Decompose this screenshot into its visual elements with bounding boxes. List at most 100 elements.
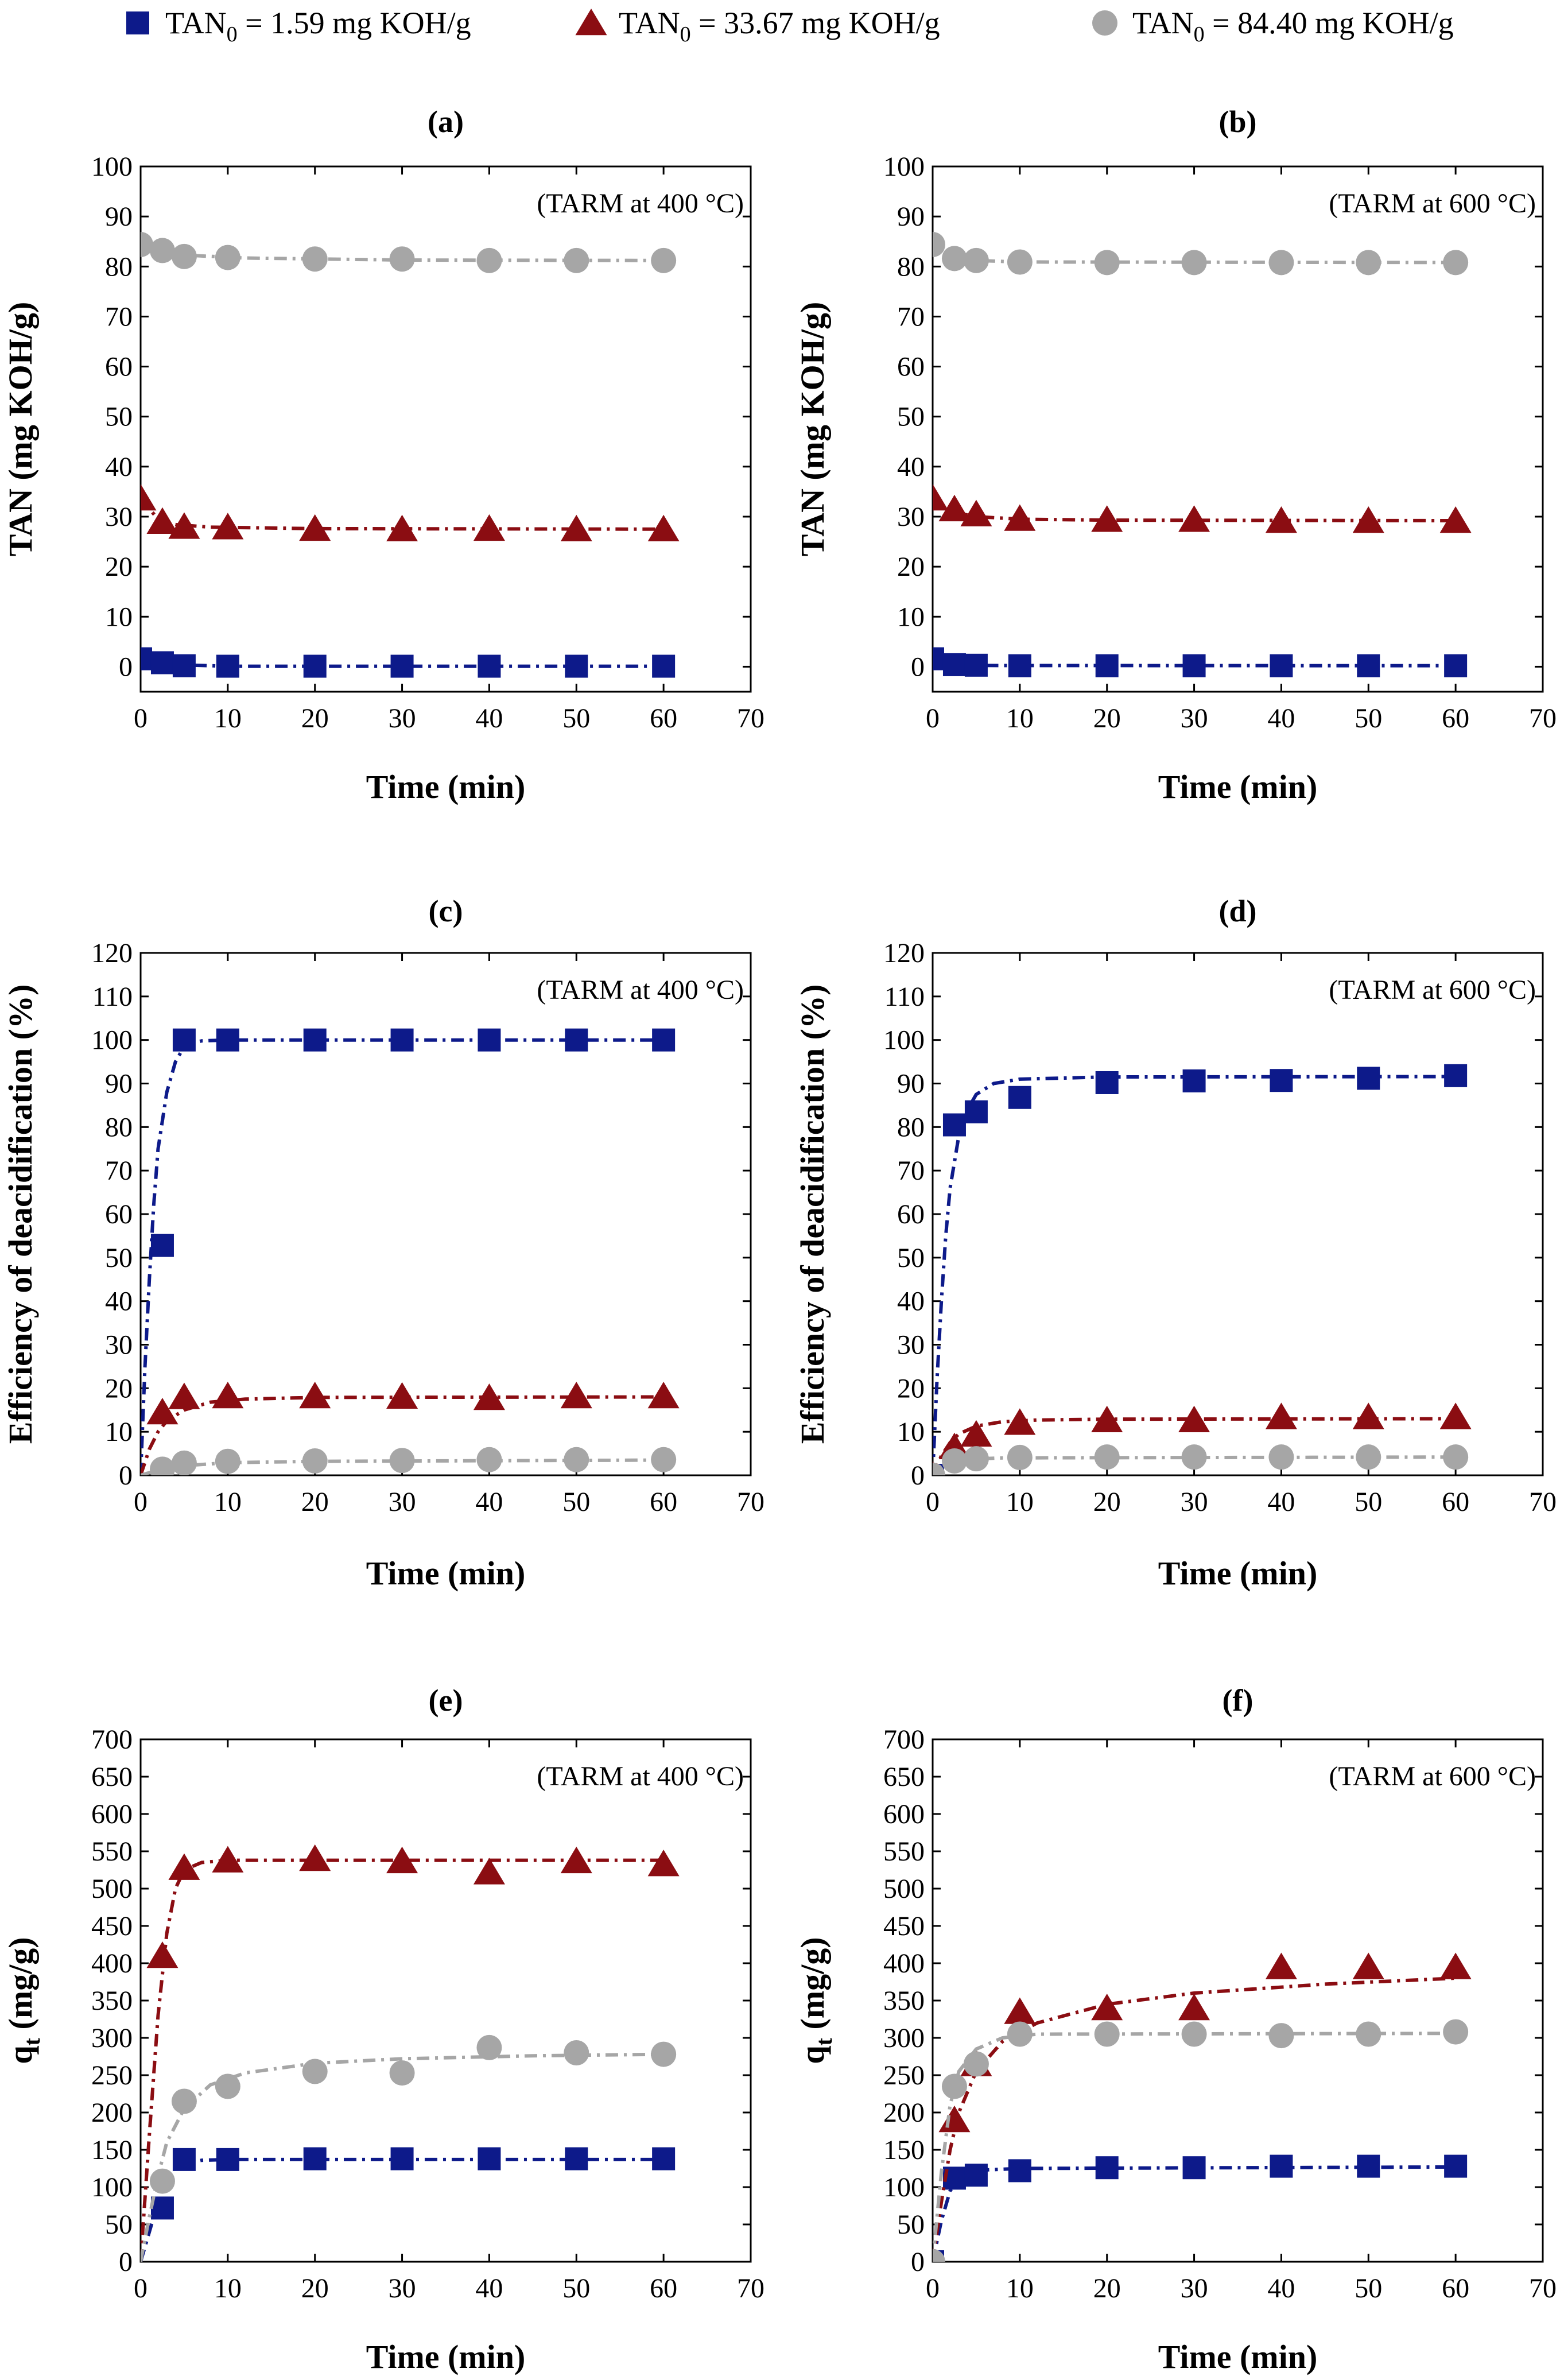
- x-tick-label: 40: [1267, 2273, 1295, 2304]
- x-tick-label: 50: [562, 1487, 590, 1517]
- data-point-triangle: [938, 2106, 971, 2133]
- data-point-triangle: [1352, 1952, 1384, 1979]
- data-point-circle: [564, 247, 589, 273]
- legend-circle-marker: [1092, 10, 1117, 36]
- y-tick-label: 10: [105, 602, 133, 632]
- y-tick-label: 450: [91, 1911, 133, 1941]
- y-tick-label: 30: [897, 502, 925, 532]
- data-point-circle: [1443, 250, 1469, 276]
- legend-label-subscript: 0: [1194, 22, 1205, 46]
- x-axis: 0 10 20 30 40 50 60 70: [134, 1739, 764, 2304]
- y-tick-label: 80: [897, 251, 925, 282]
- data-point-circle: [302, 2059, 328, 2084]
- data-point-square: [933, 647, 944, 670]
- data-point-circle: [476, 2034, 502, 2060]
- data-point-circle: [1007, 249, 1033, 275]
- data-point-triangle: [212, 1846, 244, 1873]
- y-axis: 0 50 100 150 200 250 300 350 400 450 500 550 600 650 7…: [883, 1724, 1543, 2277]
- data-point-circle: [302, 1448, 328, 1474]
- data-point-circle: [963, 247, 989, 273]
- data-point-circle: [1094, 250, 1120, 276]
- data-point-circle: [1268, 2023, 1294, 2049]
- data-point-square: [478, 2147, 501, 2170]
- y-tick-label: 10: [897, 1417, 925, 1447]
- data-point-square: [390, 2147, 414, 2170]
- data-point-circle: [651, 247, 677, 273]
- y-tick-label: 80: [105, 251, 133, 282]
- data-point-square: [964, 1100, 988, 1123]
- data-point-triangle: [1439, 506, 1472, 533]
- series-circle: [933, 2019, 1469, 2262]
- y-tick-label: 50: [897, 402, 925, 432]
- data-point-circle: [1443, 1444, 1469, 1470]
- x-tick-label: 40: [475, 2273, 503, 2304]
- series-triangle: [141, 1844, 680, 2262]
- y-tick-label: 120: [91, 938, 133, 968]
- x-tick-label: 50: [562, 703, 590, 734]
- data-point-circle: [963, 2051, 989, 2077]
- data-point-circle: [1181, 250, 1207, 276]
- data-point-square: [1357, 654, 1380, 677]
- y-tick-label: 0: [911, 1460, 925, 1491]
- plot-frame: [932, 952, 1544, 1476]
- data-point-triangle: [960, 1420, 992, 1447]
- data-point-circle: [1007, 2021, 1033, 2047]
- panel-label: (a): [428, 104, 464, 139]
- x-tick-label: 70: [1529, 2273, 1557, 2304]
- series-circle: [141, 1447, 677, 1475]
- x-axis-title: Time (min): [1158, 768, 1318, 805]
- x-tick-label: 70: [1529, 703, 1557, 734]
- legend-entry-circle: TAN0 = 84.40 mg KOH/g: [1092, 6, 1454, 46]
- y-tick-label: 200: [883, 2098, 925, 2128]
- y-tick-label: 500: [91, 1874, 133, 1904]
- data-point-triangle: [212, 1381, 244, 1409]
- data-point-circle: [171, 2088, 197, 2114]
- data-point-circle: [933, 2249, 945, 2262]
- data-point-circle: [1268, 1444, 1294, 1470]
- y-tick-label: 30: [897, 1330, 925, 1360]
- plot-frame: [139, 1738, 752, 2263]
- data-point-triangle: [473, 1858, 505, 1885]
- legend-label: TAN0 = 33.67 mg KOH/g: [619, 6, 940, 46]
- legend-entry-triangle: TAN0 = 33.67 mg KOH/g: [575, 6, 940, 46]
- panel-label: (d): [1219, 894, 1257, 928]
- panel-d: 0 10 20 30 40 50 60 70 0 10 20 30 40 50 60 70 80 90 100 110…: [794, 894, 1557, 1592]
- data-point-triangle: [146, 1941, 178, 1968]
- y-tick-label: 50: [897, 2210, 925, 2240]
- x-tick-label: 70: [737, 2273, 764, 2304]
- series-triangle: [141, 1381, 680, 1475]
- data-point-triangle: [1004, 504, 1036, 531]
- data-point-triangle: [1091, 1405, 1123, 1432]
- panel-label: (b): [1219, 104, 1257, 139]
- data-point-circle: [215, 1448, 240, 1474]
- data-point-triangle: [168, 1853, 200, 1880]
- data-point-circle: [564, 1447, 589, 1472]
- panel-e: 0 10 20 30 40 50 60 700501001502002503003504004…: [2, 1683, 764, 2375]
- x-tick-label: 60: [650, 2273, 677, 2304]
- x-axis: 0 10 20 30 40 50 60 70: [926, 166, 1557, 734]
- x-tick-label: 30: [1181, 703, 1208, 734]
- data-point-triangle: [560, 1846, 592, 1874]
- data-point-triangle: [386, 514, 418, 542]
- data-point-triangle: [1178, 1405, 1210, 1432]
- data-point-square: [942, 653, 966, 676]
- y-axis-title: TAN (mg KOH/g): [2, 302, 39, 557]
- y-tick-label: 0: [119, 2247, 133, 2277]
- series-square: [141, 1028, 676, 1475]
- y-axis: 0 10 20 30 40 50 60 70 80 90 100 110 120: [91, 938, 751, 1491]
- data-point-triangle: [1178, 1994, 1210, 2021]
- data-point-triangle: [960, 499, 992, 526]
- y-axis-title-main: q: [794, 2045, 831, 2064]
- panel-c: 0 10 20 30 40 50 60 70 0 10 20 30 40 50 60 70 80 90 100 110…: [2, 894, 764, 1592]
- data-point-triangle: [1352, 1402, 1384, 1429]
- data-point-circle: [1181, 1444, 1207, 1470]
- data-point-circle: [171, 1450, 197, 1475]
- y-tick-label: 50: [897, 1243, 925, 1273]
- y-tick-label: 450: [883, 1911, 925, 1941]
- y-tick-label: 70: [897, 301, 925, 332]
- panel-annotation: (TARM at 600 °C): [1329, 188, 1536, 219]
- y-tick-label: 100: [883, 1025, 925, 1056]
- y-tick-label: 40: [105, 452, 133, 482]
- x-tick-label: 50: [1355, 1487, 1382, 1517]
- y-tick-label: 250: [91, 2060, 133, 2091]
